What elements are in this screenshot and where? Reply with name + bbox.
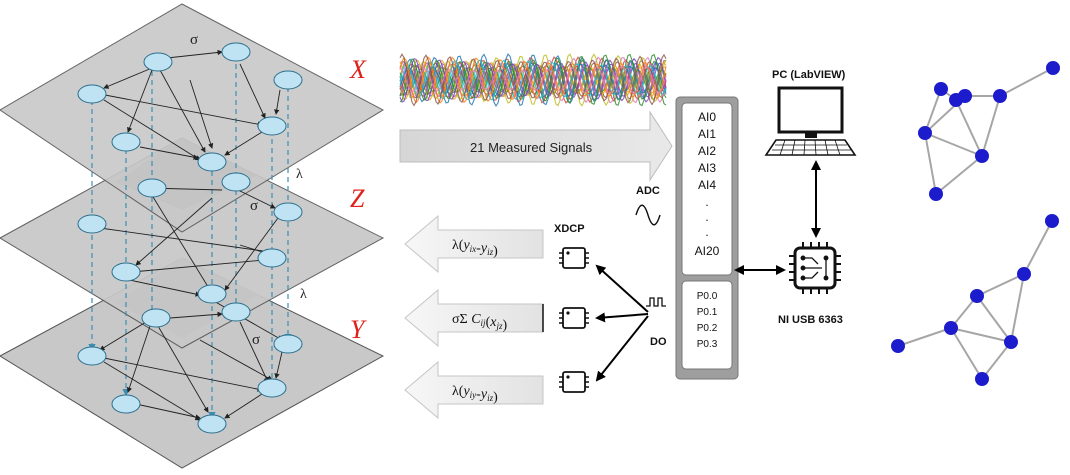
daq-panel: AI0 AI1 AI2 AI3 AI4... AI20 P0.0 P0.1 P0.2 P0.3	[675, 96, 739, 380]
analog-input-label: .	[705, 195, 708, 209]
node	[257, 378, 287, 398]
analog-input-label: AI1	[698, 127, 716, 141]
coupling-term-label: σΣ Cij(xjz)	[452, 312, 507, 333]
graph-node	[1046, 61, 1060, 75]
graph-node	[970, 289, 984, 303]
measured-signals-label: 21 Measured Signals	[470, 140, 593, 155]
analog-input-label: .	[705, 225, 708, 239]
analog-input-label: AI2	[698, 144, 716, 158]
analog-input-label: AI3	[698, 161, 716, 175]
coupling-output-arrow: λ(yiy-yiz)	[404, 360, 544, 420]
node	[137, 178, 167, 198]
coupling-output-arrows: λ(yix-yiz) σΣ Cij(xjz) λ(yiy-yiz)	[404, 214, 544, 420]
graph-node	[891, 339, 905, 353]
node	[111, 262, 141, 282]
signal-trace	[399, 59, 667, 101]
digital-output-label: P0.1	[697, 307, 718, 318]
sigma-label-y: σ	[252, 332, 260, 348]
node	[221, 42, 251, 62]
graph-node	[993, 89, 1007, 103]
node	[111, 132, 141, 152]
node	[257, 248, 287, 268]
analog-input-label: AI20	[695, 244, 720, 258]
analog-input-label: AI4	[698, 178, 716, 192]
signal-trace	[399, 65, 667, 95]
node	[197, 284, 227, 304]
node	[111, 394, 141, 414]
sigma-label-x: σ	[190, 32, 198, 48]
layer-z-label: Z	[350, 184, 365, 213]
node	[77, 84, 107, 104]
lambda-label-zy: λ	[300, 287, 307, 302]
digital-output-list: P0.0 P0.1 P0.2 P0.3	[697, 291, 718, 350]
digital-output-label: P0.3	[697, 339, 718, 350]
coupling-term-label: λ(yix-yiz)	[452, 238, 498, 259]
node	[141, 308, 171, 328]
adc-label: ADC	[636, 185, 660, 197]
xdcp-chip-icon	[559, 307, 589, 329]
edges-layer-y	[99, 299, 283, 421]
analog-input-list: AI0 AI1 AI2 AI3 AI4... AI20	[695, 110, 720, 258]
layer-x-label: X	[349, 55, 367, 84]
device-name-label: NI USB 6363	[778, 314, 843, 326]
sigma-label-z: σ	[250, 198, 258, 214]
xdcp-label: XDCP	[554, 223, 585, 235]
lambda-label-xz: λ	[296, 167, 303, 182]
graph-node	[1004, 335, 1018, 349]
node	[257, 116, 287, 136]
node	[77, 346, 107, 366]
multilayer-network: X Z Y σ σ σ λ λ	[0, 3, 385, 469]
xdcp-chip-icon	[559, 371, 589, 393]
coupling-output-arrow: σΣ Cij(xjz)	[404, 288, 544, 348]
graph-node	[944, 321, 958, 335]
edges-layer-x	[103, 49, 281, 161]
graph-node	[975, 372, 989, 386]
xdcp-chip-icon	[559, 247, 589, 269]
digital-output-label: P0.2	[697, 323, 718, 334]
pc-label: PC (LabVIEW)	[772, 69, 846, 81]
measured-signals-arrow: 21 Measured Signals	[399, 110, 673, 182]
xdcp-chips	[559, 247, 589, 393]
digital-output-label: P0.0	[697, 291, 718, 302]
node	[77, 214, 107, 234]
coupling-output-arrow: λ(yix-yiz)	[404, 214, 544, 274]
analog-input-label: .	[705, 210, 708, 224]
network-nodes	[77, 42, 303, 434]
square-wave-icon	[646, 297, 666, 307]
node	[273, 202, 303, 222]
node	[197, 152, 227, 172]
coupling-term-label: λ(yiy-yiz)	[452, 384, 498, 405]
node	[221, 172, 251, 192]
graph-node	[1017, 267, 1031, 281]
reconstructed-network-top	[918, 61, 1060, 201]
graph-node	[934, 82, 948, 96]
node	[197, 414, 227, 434]
processor-chip-icon	[789, 242, 841, 294]
layer-x-plane	[0, 3, 385, 233]
computer-icon	[764, 86, 857, 156]
graph-node	[1045, 214, 1059, 228]
analog-input-label: AI0	[698, 110, 716, 124]
node	[273, 70, 303, 90]
graph-node	[958, 89, 972, 103]
graph-node	[975, 149, 989, 163]
signal-trace	[399, 59, 667, 101]
sine-wave-icon	[635, 204, 661, 226]
measured-signal-waves	[399, 53, 667, 107]
do-label: DO	[650, 336, 667, 348]
node	[221, 302, 251, 322]
layer-y-label: Y	[350, 315, 367, 344]
graph-node	[929, 187, 943, 201]
node	[273, 334, 303, 354]
node	[143, 52, 173, 72]
edges-layer-z	[99, 185, 279, 297]
graph-node	[918, 126, 932, 140]
reconstructed-network-bottom	[891, 214, 1059, 386]
signal-trace	[399, 56, 667, 104]
signal-trace	[399, 53, 667, 107]
do-fanout-arrows	[595, 264, 649, 382]
